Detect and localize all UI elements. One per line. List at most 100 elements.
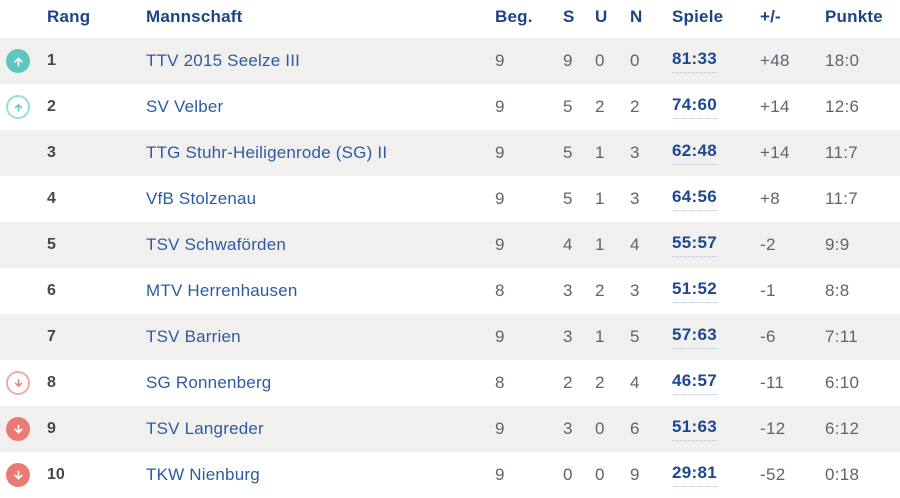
rank-value: 7	[47, 328, 56, 345]
column-header-u: U	[595, 7, 608, 26]
games-score-link[interactable]: 81:33	[672, 49, 717, 73]
matches-played: 8	[495, 373, 505, 392]
table-body: 1 TTV 2015 Seelze III 9 9 0 0 81:33 +48 …	[0, 38, 900, 498]
points: 18:0	[825, 51, 860, 70]
table-row: 3 TTG Stuhr-Heiligenrode (SG) II 9 5 1 3…	[0, 130, 900, 176]
team-link[interactable]: TSV Langreder	[146, 419, 264, 438]
wins: 0	[563, 465, 573, 484]
score-difference: -12	[760, 419, 786, 438]
wins: 3	[563, 419, 573, 438]
losses: 3	[630, 189, 640, 208]
table-row: 2 SV Velber 9 5 2 2 74:60 +14 12:6	[0, 84, 900, 130]
games-score-link[interactable]: 46:57	[672, 371, 717, 395]
losses: 0	[630, 51, 640, 70]
wins: 9	[563, 51, 573, 70]
wins: 5	[563, 143, 573, 162]
draws: 0	[595, 51, 605, 70]
losses: 9	[630, 465, 640, 484]
points: 11:7	[825, 143, 859, 162]
column-header-diff: +/-	[760, 7, 781, 26]
table-row: 10 TKW Nienburg 9 0 0 9 29:81 -52 0:18	[0, 452, 900, 498]
team-link[interactable]: SV Velber	[146, 97, 224, 116]
score-difference: -1	[760, 281, 776, 300]
draws: 2	[595, 373, 605, 392]
team-link[interactable]: TKW Nienburg	[146, 465, 260, 484]
team-link[interactable]: MTV Herrenhausen	[146, 281, 298, 300]
draws: 0	[595, 419, 605, 438]
rank-value: 9	[47, 420, 56, 437]
rank-value: 5	[47, 236, 56, 253]
draws: 1	[595, 189, 605, 208]
table-row: 1 TTV 2015 Seelze III 9 9 0 0 81:33 +48 …	[0, 38, 900, 84]
games-score-link[interactable]: 64:56	[672, 187, 717, 211]
matches-played: 9	[495, 327, 505, 346]
losses: 2	[630, 97, 640, 116]
rank-up-icon	[6, 95, 30, 119]
rank-down-icon	[6, 417, 30, 441]
wins: 3	[563, 327, 573, 346]
games-score-link[interactable]: 62:48	[672, 141, 717, 165]
points: 6:10	[825, 373, 860, 392]
team-link[interactable]: VfB Stolzenau	[146, 189, 257, 208]
matches-played: 9	[495, 143, 505, 162]
table-row: 9 TSV Langreder 9 3 0 6 51:63 -12 6:12	[0, 406, 900, 452]
games-score-link[interactable]: 51:63	[672, 417, 717, 441]
matches-played: 9	[495, 97, 505, 116]
rank-down-icon	[6, 371, 30, 395]
rank-value: 10	[47, 466, 65, 483]
points: 11:7	[825, 189, 859, 208]
draws: 1	[595, 235, 605, 254]
score-difference: +14	[760, 97, 790, 116]
points: 12:6	[825, 97, 860, 116]
team-link[interactable]: SG Ronnenberg	[146, 373, 272, 392]
wins: 4	[563, 235, 573, 254]
matches-played: 9	[495, 235, 505, 254]
games-score-link[interactable]: 51:52	[672, 279, 717, 303]
table-row: 7 TSV Barrien 9 3 1 5 57:63 -6 7:11	[0, 314, 900, 360]
score-difference: -52	[760, 465, 786, 484]
column-header-s: S	[563, 7, 575, 26]
games-score-link[interactable]: 55:57	[672, 233, 717, 257]
score-difference: -11	[760, 373, 785, 392]
games-score-link[interactable]: 29:81	[672, 463, 717, 487]
games-score-link[interactable]: 57:63	[672, 325, 717, 349]
column-header-spiele: Spiele	[672, 7, 724, 26]
draws: 1	[595, 327, 605, 346]
draws: 0	[595, 465, 605, 484]
team-link[interactable]: TTG Stuhr-Heiligenrode (SG) II	[146, 143, 388, 162]
points: 9:9	[825, 235, 850, 254]
matches-played: 8	[495, 281, 505, 300]
rank-value: 4	[47, 190, 56, 207]
losses: 3	[630, 281, 640, 300]
rank-up-icon	[6, 49, 30, 73]
games-score-link[interactable]: 74:60	[672, 95, 717, 119]
table-row: 6 MTV Herrenhausen 8 3 2 3 51:52 -1 8:8	[0, 268, 900, 314]
column-header-rank: Rang	[47, 7, 91, 26]
points: 0:18	[825, 465, 860, 484]
column-header-beg: Beg.	[495, 7, 533, 26]
matches-played: 9	[495, 51, 505, 70]
rank-value: 1	[47, 52, 56, 69]
matches-played: 9	[495, 419, 505, 438]
rank-value: 8	[47, 374, 56, 391]
points: 7:11	[825, 327, 859, 346]
table-row: 5 TSV Schwaförden 9 4 1 4 55:57 -2 9:9	[0, 222, 900, 268]
rank-value: 6	[47, 282, 56, 299]
score-difference: +48	[760, 51, 790, 70]
column-header-team: Mannschaft	[146, 7, 243, 26]
team-link[interactable]: TSV Barrien	[146, 327, 241, 346]
wins: 2	[563, 373, 573, 392]
draws: 1	[595, 143, 605, 162]
losses: 6	[630, 419, 640, 438]
matches-played: 9	[495, 465, 505, 484]
points: 8:8	[825, 281, 850, 300]
column-header-n: N	[630, 7, 643, 26]
wins: 5	[563, 97, 573, 116]
team-link[interactable]: TSV Schwaförden	[146, 235, 287, 254]
losses: 3	[630, 143, 640, 162]
team-link[interactable]: TTV 2015 Seelze III	[146, 51, 301, 70]
score-difference: -2	[760, 235, 776, 254]
matches-played: 9	[495, 189, 505, 208]
losses: 5	[630, 327, 640, 346]
